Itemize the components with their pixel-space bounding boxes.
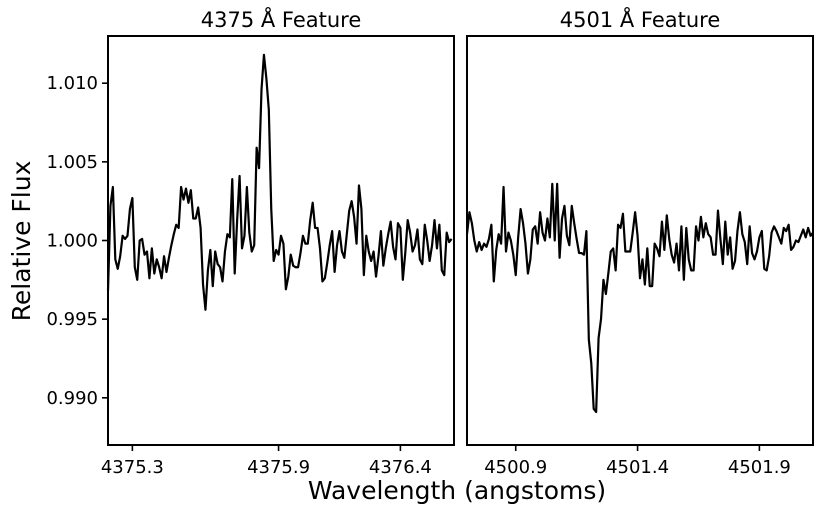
plot-frame-4501 (466, 35, 814, 446)
y-axis-title: Relative Flux (7, 161, 36, 322)
panel-title-4501: 4501 Å Feature (560, 6, 721, 32)
panel-4375-feature: 4375 Å Feature 4375.3 4375.9 4376.4 0.990 0.… (46, 6, 455, 478)
flux-series-4501 (465, 182, 814, 414)
ticks-4501: 4500.9 4501.4 4501.9 (484, 445, 791, 478)
x-axis-title: Wavelength (angstoms) (308, 476, 606, 505)
y-tick-label-1: 0.995 (46, 309, 98, 330)
x-tick-label-4501-2: 4501.9 (728, 457, 791, 478)
ticks-4375: 4375.3 4375.9 4376.4 0.990 0.995 1.000 1.005 1.… (46, 73, 431, 478)
y-tick-label-0: 0.990 (46, 388, 98, 409)
x-tick-label-4501-1: 4501.4 (606, 457, 669, 478)
x-tick-label-4501-0: 4500.9 (484, 457, 547, 478)
panel-4501-feature: 4501 Å Feature 4500.9 4501.4 4501.9 (465, 6, 814, 478)
y-tick-label-2: 1.000 (46, 231, 98, 252)
x-tick-label-4375-1: 4375.9 (247, 457, 310, 478)
y-tick-label-4: 1.010 (46, 73, 98, 94)
y-tick-label-3: 1.005 (46, 152, 98, 173)
panel-title-4375: 4375 Å Feature (201, 6, 362, 32)
x-tick-label-4375-0: 4375.3 (101, 457, 164, 478)
x-tick-label-4375-2: 4376.4 (369, 457, 432, 478)
flux-series-4375 (106, 53, 453, 311)
